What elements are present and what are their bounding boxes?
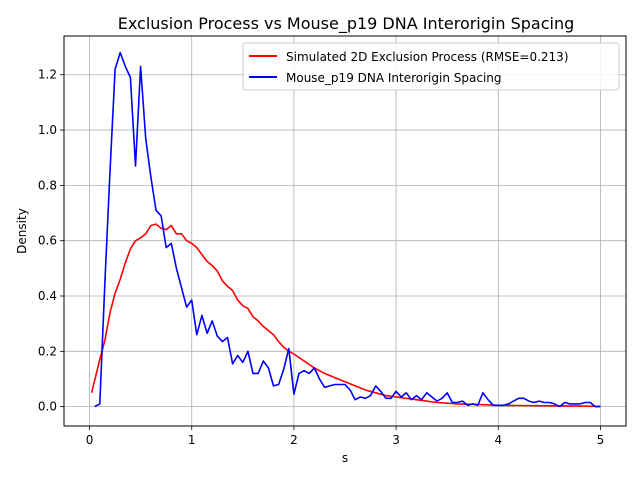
legend: Simulated 2D Exclusion Process (RMSE=0.2… [242,42,620,91]
y-axis-label: Density [15,208,29,254]
y-axis-ticks: 0.0 0.2 0.4 0.6 0.8 1.0 1.2 [38,68,64,414]
grid-lines [64,36,626,426]
series-lines [90,51,601,408]
y-tick-label: 0.2 [38,344,57,358]
x-tick-label: 2 [290,433,298,447]
y-tick-label: 1.0 [38,123,57,137]
x-tick-label: 5 [597,433,605,447]
y-tick-label: 0.4 [38,289,57,303]
x-axis-ticks: 0 1 2 3 4 5 [86,426,605,447]
x-axis-label: s [342,451,348,465]
y-tick-label: 1.2 [38,68,57,82]
x-tick-label: 0 [86,433,94,447]
y-tick-label: 0.6 [38,234,57,248]
chart-title: Exclusion Process vs Mouse_p19 DNA Inter… [118,14,574,34]
legend-label-simulated: Simulated 2D Exclusion Process (RMSE=0.2… [286,50,569,64]
axes-background [64,36,626,426]
y-tick-label: 0.8 [38,178,57,192]
x-tick-label: 1 [188,433,196,447]
x-tick-label: 4 [494,433,502,447]
legend-box [242,42,620,91]
plot-area [63,35,627,427]
x-tick-label: 3 [392,433,400,447]
series-line-simulated [90,223,601,408]
legend-label-mouse-p19: Mouse_p19 DNA Interorigin Spacing [286,71,502,85]
axes-frame [63,35,627,427]
y-tick-label: 0.0 [38,400,57,414]
series-line-mouse-p19 [94,51,601,408]
